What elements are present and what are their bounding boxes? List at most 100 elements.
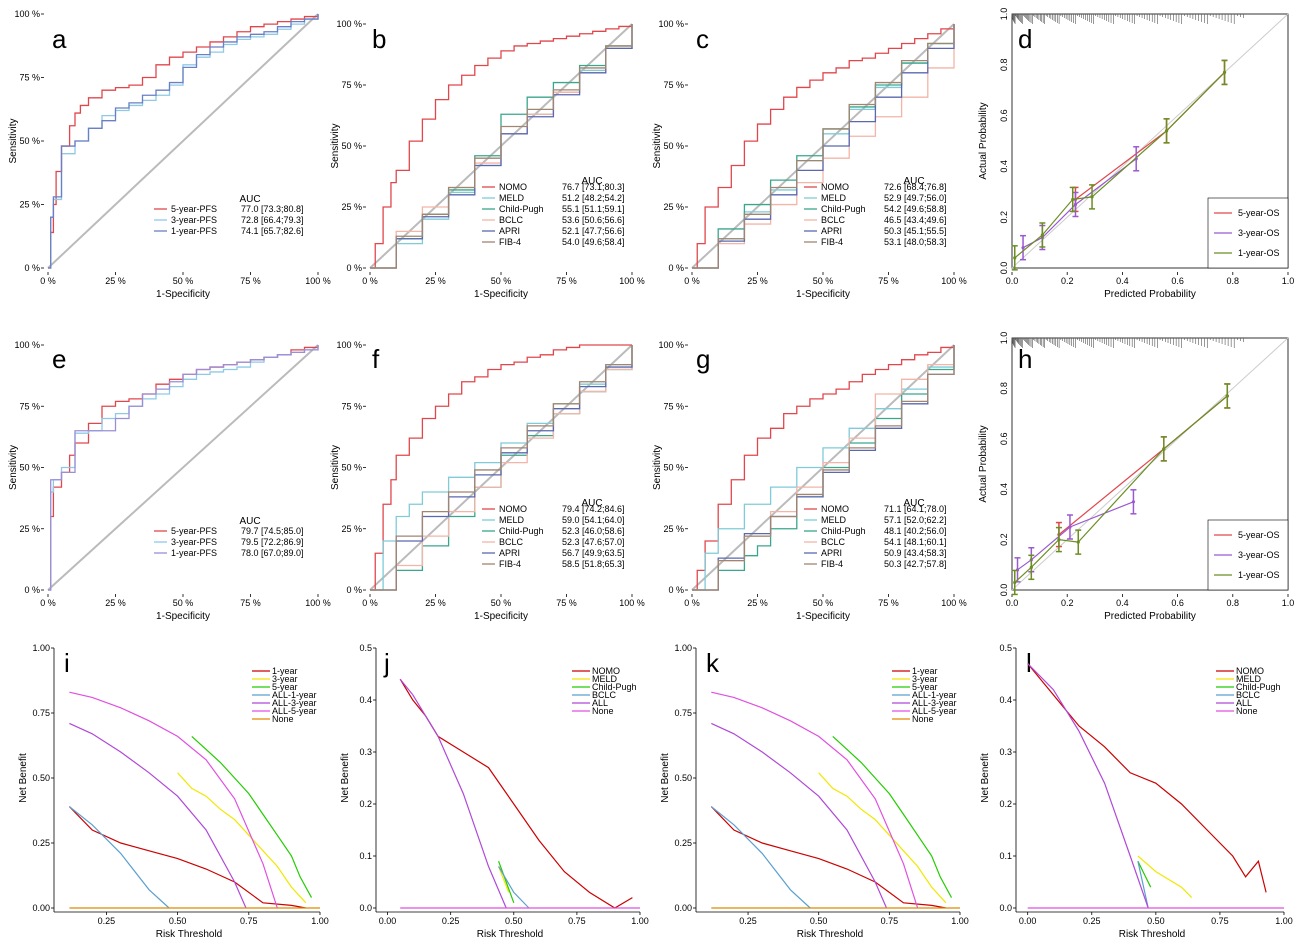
panel-letter-k: k [706, 648, 720, 678]
x-tick-label: 0.0 [1006, 598, 1019, 608]
x-tick-label: 0.4 [1116, 598, 1129, 608]
x-tick-label: 1.00 [951, 916, 969, 926]
y-tick-label: 0.8 [999, 59, 1009, 72]
y-tick-label: 0.5 [999, 643, 1012, 653]
legend-label: ALL-1-year [272, 690, 317, 700]
y-tick-label: 0.4 [999, 160, 1009, 173]
y-tick-label: 25 % [663, 202, 684, 212]
legend-auc: 77.0 [73.3;80.8] [241, 204, 304, 214]
legend-auc: 74.1 [65.7;82.6] [241, 226, 304, 236]
panel-b: b 0 % 25 % 50 % 75 % 100 % 0 % 25 % 50 % 75 % 100 … [330, 19, 645, 300]
legend-title: AUC [581, 176, 602, 187]
panel-g: g 0 % 25 % 50 % 75 % 100 % 0 % 25 % 50 % 75 % 100 … [652, 340, 967, 622]
y-tick-label: 0.6 [999, 433, 1009, 446]
legend-label: Child-Pugh [1236, 682, 1281, 692]
x-axis-label: 1-Specificity [156, 611, 210, 622]
series-line-meld [498, 866, 510, 893]
x-tick-label: 0.6 [1171, 276, 1184, 286]
legend-auc: 79.7 [74.5;85.0] [241, 526, 304, 536]
legend-auc: 52.9 [49.7;56.0] [884, 193, 947, 203]
legend-label: FIB-4 [821, 559, 843, 569]
x-axis-label: Risk Threshold [477, 929, 544, 940]
x-tick-label: 0.4 [1116, 276, 1129, 286]
series-line-1-year-os [1014, 395, 1228, 583]
x-tick-label: 0 % [684, 598, 700, 608]
legend-auc: 50.3 [42.7;57.8] [884, 559, 947, 569]
y-tick-label: 100 % [658, 19, 684, 29]
x-tick-label: 25 % [105, 276, 126, 286]
panel-d: d 0.0 0.2 0.4 0.6 0.8 1.0 0.0 0.2 0.4 0.6 0.8 1.0 Pre… [978, 8, 1294, 300]
x-tick-label: 0.50 [810, 916, 828, 926]
x-tick-label: 75 % [878, 276, 899, 286]
series-line-fib-4 [692, 24, 955, 269]
series-line-3-year-os [1017, 501, 1134, 571]
x-axis-label: Risk Threshold [797, 929, 864, 940]
panel-letter-i: i [64, 648, 70, 678]
series-line-5-year-os [1075, 71, 1225, 200]
x-tick-label: 0.8 [1227, 276, 1240, 286]
y-tick-label: 0.25 [674, 838, 692, 848]
calibration-point [1073, 202, 1078, 207]
y-tick-label: 1.00 [32, 643, 50, 653]
x-tick-label: 0.0 [1006, 276, 1019, 286]
x-tick-label: 0.75 [1211, 916, 1229, 926]
legend-label: MELD [499, 515, 525, 525]
legend-auc: 52.1 [47.7;56.6] [562, 226, 625, 236]
legend-auc: 46.5 [43.4;49.6] [884, 215, 947, 225]
x-tick-label: 0 % [40, 276, 56, 286]
x-tick-label: 75 % [556, 276, 577, 286]
x-tick-label: 100 % [305, 598, 331, 608]
y-tick-label: 50 % [19, 136, 40, 146]
x-axis-label: Risk Threshold [156, 929, 223, 940]
legend-label: BCLC [499, 537, 524, 547]
legend-label: NOMO [1236, 666, 1264, 676]
panel-letter-j: j [383, 648, 390, 678]
y-tick-label: 0 % [346, 585, 362, 595]
legend-label: Child-Pugh [821, 204, 866, 214]
x-tick-label: 25 % [425, 276, 446, 286]
y-tick-label: 0.1 [999, 851, 1012, 861]
y-tick-label: 100 % [336, 19, 362, 29]
series-line-all [1027, 663, 1149, 909]
x-tick-label: 50 % [491, 598, 512, 608]
series-line-fib-4 [692, 345, 955, 591]
y-axis-label: Sensitivity [652, 123, 663, 168]
y-tick-label: 0.1 [359, 851, 372, 861]
y-tick-label: 25 % [19, 200, 40, 210]
legend-label: Child-Pugh [821, 526, 866, 536]
series-line-bclc [498, 866, 530, 909]
y-tick-label: 50 % [663, 141, 684, 151]
panel-h: h 0.0 0.2 0.4 0.6 0.8 1.0 0.0 0.2 0.4 0.6 0.8 1.0 Pre… [978, 332, 1294, 622]
legend-title: AUC [239, 194, 260, 205]
legend-label: NOMO [499, 504, 527, 514]
legend-label: NOMO [821, 504, 849, 514]
panel-letter-e: e [52, 344, 66, 374]
series-line-nomo [692, 345, 955, 591]
x-tick-label: 50 % [173, 598, 194, 608]
x-tick-label: 100 % [619, 276, 645, 286]
legend-label: BCLC [592, 690, 617, 700]
y-tick-label: 0.4 [999, 695, 1012, 705]
legend-label: ALL-1-year [912, 690, 957, 700]
legend-label: 3-year-OS [1238, 550, 1280, 560]
series-line-1-year [710, 806, 947, 909]
legend-auc: 57.1 [52.0;62.2] [884, 515, 947, 525]
x-tick-label: 0.50 [169, 916, 187, 926]
series-line-all-1-year [69, 806, 170, 909]
x-tick-label: 0.75 [240, 916, 258, 926]
calibration-point [1225, 394, 1229, 398]
y-tick-label: 50 % [19, 463, 40, 473]
legend-label: ALL-3-year [272, 698, 317, 708]
panel-letter-d: d [1018, 24, 1032, 54]
legend-label: NOMO [499, 182, 527, 192]
legend-label: ALL-5-year [912, 706, 957, 716]
x-tick-label: 1.0 [1282, 276, 1295, 286]
series-line-5-year [832, 735, 953, 898]
legend-label: None [592, 706, 614, 716]
panel-c: c 0 % 25 % 50 % 75 % 100 % 0 % 25 % 50 % 75 % 100 … [652, 19, 967, 300]
legend-label: BCLC [1236, 690, 1261, 700]
plot-frame [1011, 337, 1289, 591]
series-line-child-pugh [498, 860, 515, 904]
calibration-point [1162, 447, 1166, 451]
x-tick-label: 0.25 [739, 916, 757, 926]
